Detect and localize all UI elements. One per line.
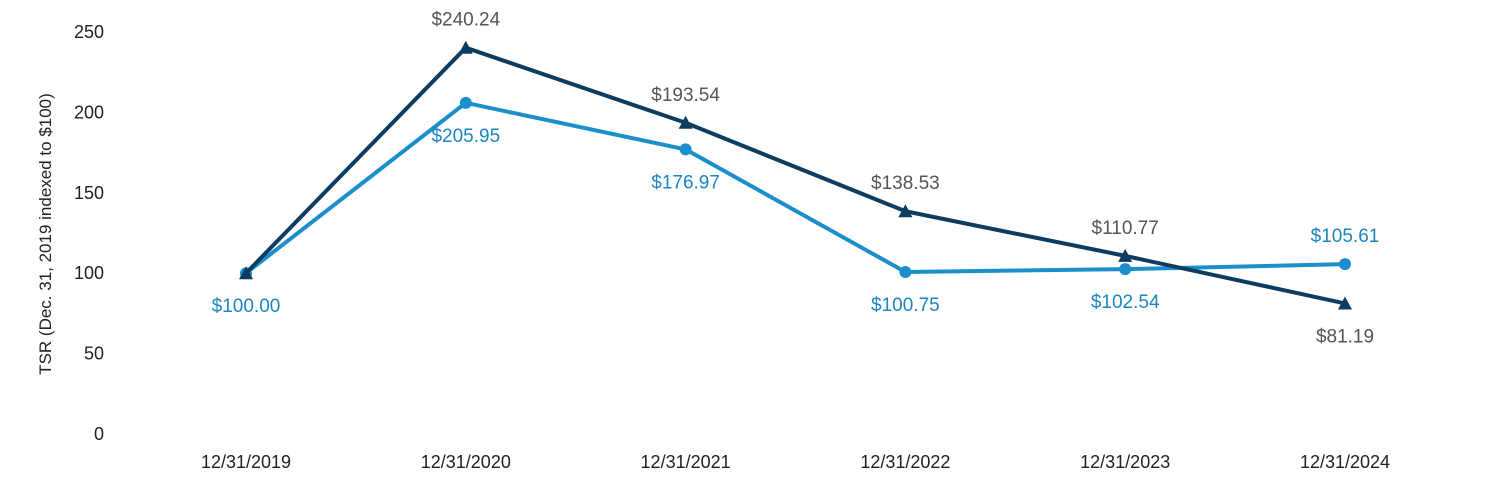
data-label: $193.54 (651, 85, 720, 106)
x-tick-label: 12/31/2020 (421, 452, 511, 472)
x-tick-label: 12/31/2024 (1300, 452, 1390, 472)
triangle-marker (678, 115, 693, 129)
triangle-marker (458, 40, 473, 54)
triangle-marker (239, 266, 253, 280)
data-label: $110.77 (1092, 218, 1159, 239)
y-tick-label: 250 (74, 22, 104, 42)
x-tick-label: 12/31/2023 (1080, 452, 1170, 472)
y-axis-ticks: 0 50 100 150 200 250 (74, 22, 104, 444)
series-triangle (239, 40, 1352, 310)
x-tick-label: 12/31/2019 (201, 452, 291, 472)
series-layer (239, 40, 1352, 310)
y-tick-label: 50 (84, 344, 104, 364)
x-tick-label: 12/31/2021 (641, 452, 731, 472)
data-label: $205.95 (431, 126, 500, 147)
y-axis-title: TSR (Dec. 31, 2019 indexed to $100) (36, 93, 55, 375)
y-tick-label: 150 (74, 183, 104, 203)
y-tick-label: 100 (74, 263, 104, 283)
data-label: $240.24 (431, 10, 500, 31)
y-tick-label: 200 (74, 102, 104, 122)
triangle-marker (898, 204, 913, 218)
data-label: $176.97 (651, 172, 720, 193)
data-labels: $240.24 $193.54 $138.53 $110.77 $81.19 $100.0… (212, 10, 1380, 348)
series-circle (240, 96, 1351, 280)
data-label: $102.54 (1091, 292, 1160, 313)
circle-marker (1119, 263, 1132, 276)
circle-marker (679, 143, 692, 156)
data-label: $138.53 (871, 173, 940, 194)
triangle-marker (1338, 296, 1352, 310)
series-line (244, 100, 1346, 275)
circle-marker (459, 96, 472, 109)
x-axis-ticks: 12/31/2019 12/31/2020 12/31/2021 12/31/2022… (201, 452, 1390, 472)
data-label: $105.61 (1311, 226, 1380, 247)
data-label: $100.00 (212, 296, 281, 317)
circle-marker (899, 265, 912, 278)
series-line (244, 45, 1346, 306)
x-tick-label: 12/31/2022 (860, 452, 950, 472)
y-tick-label: 0 (94, 424, 104, 444)
data-label: $100.75 (871, 295, 940, 316)
triangle-marker (1118, 248, 1133, 262)
circle-marker (1339, 258, 1351, 271)
data-label: $81.19 (1316, 326, 1374, 347)
